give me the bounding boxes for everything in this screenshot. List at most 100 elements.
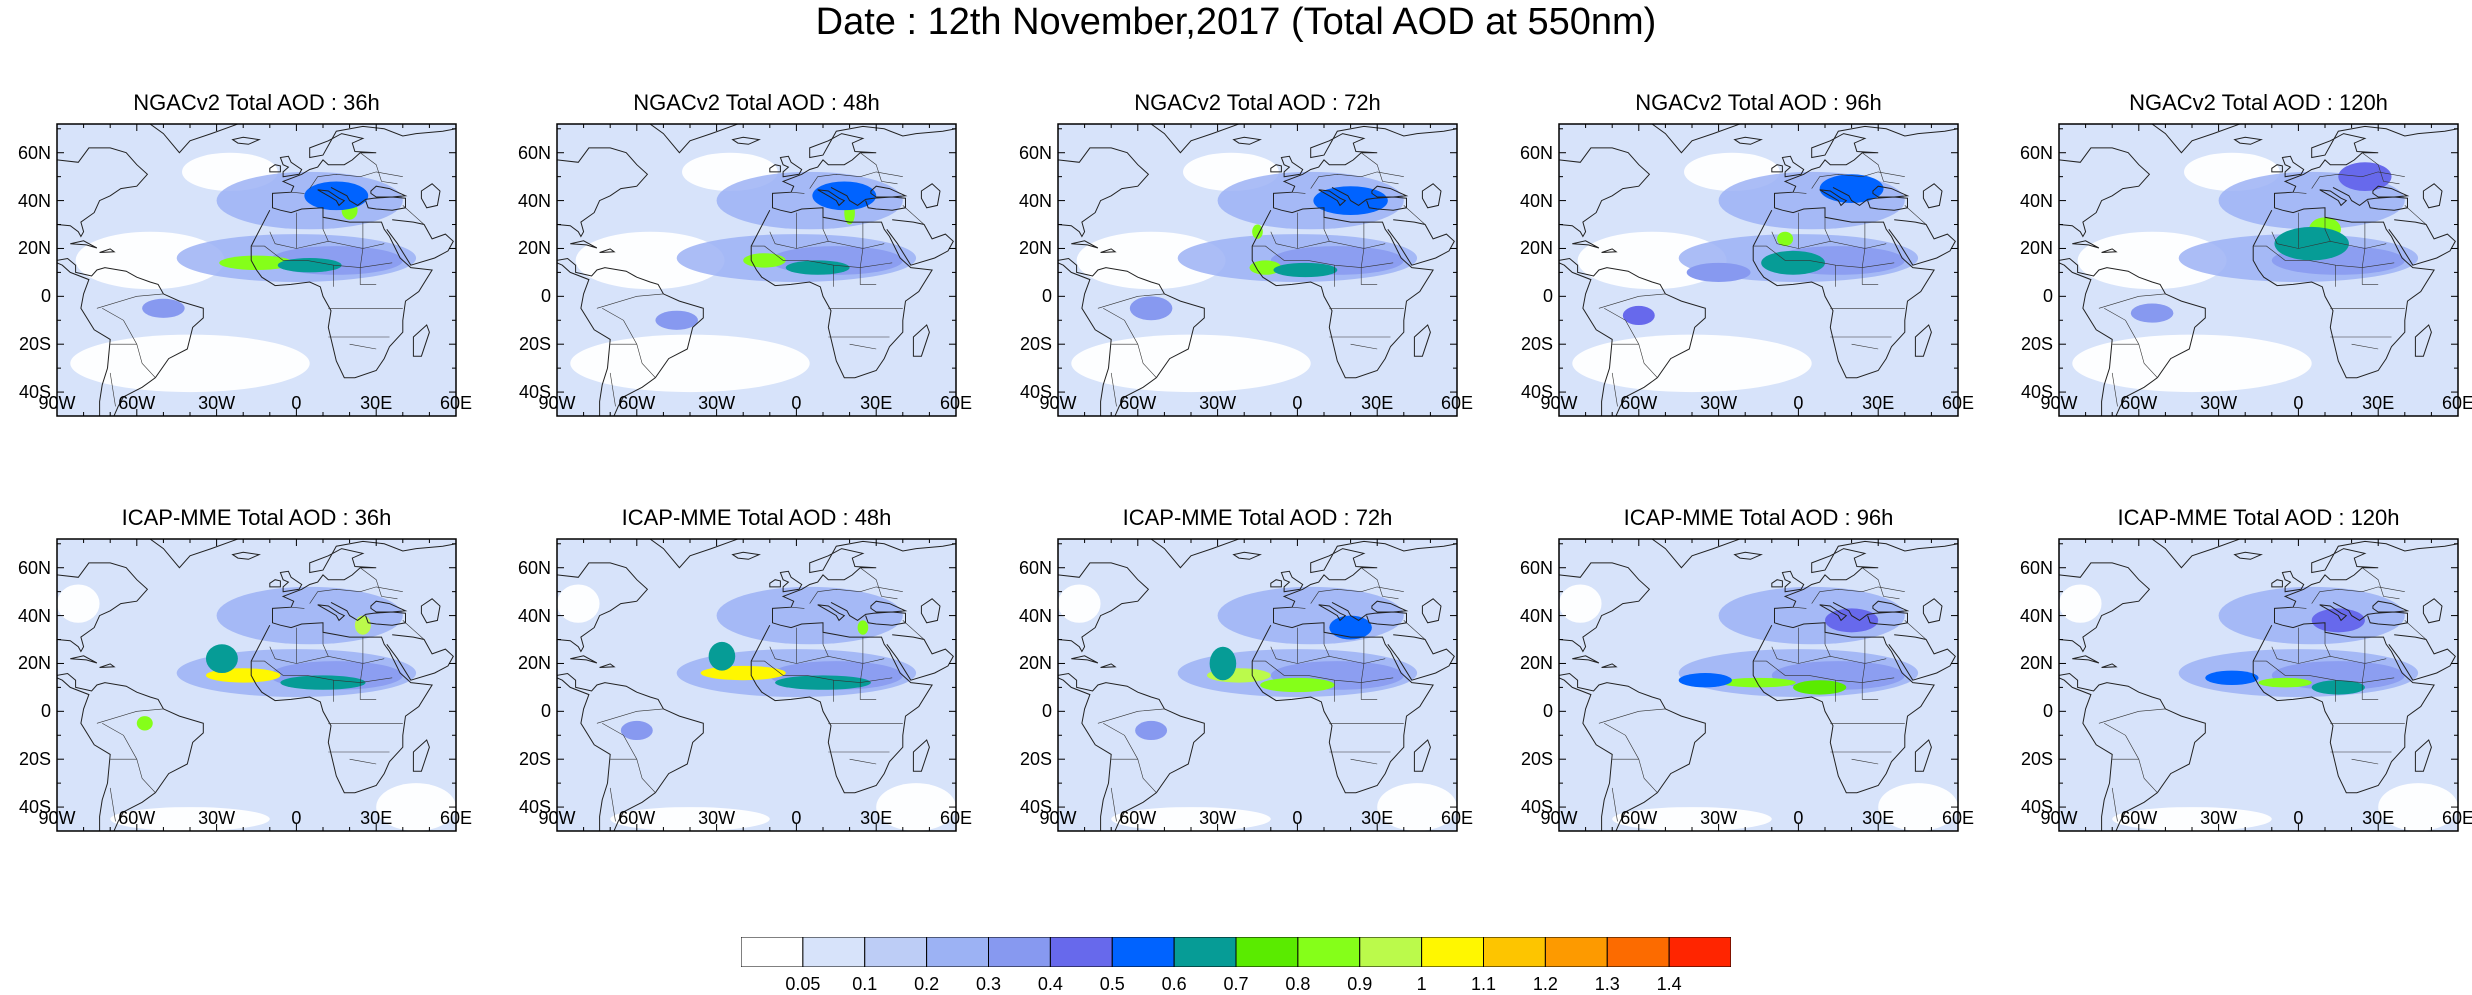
coastline-italy xyxy=(2319,604,2348,622)
coastline-italy xyxy=(817,604,846,622)
y-tick-label: 60N xyxy=(1018,142,1052,163)
coastline-greenland xyxy=(2151,124,2242,154)
country-border xyxy=(269,231,385,249)
country-border xyxy=(769,231,885,249)
country-border xyxy=(2293,606,2307,609)
panel-title: NGACv2 Total AOD : 36h xyxy=(133,90,380,115)
x-tick-label: 60E xyxy=(2441,808,2472,828)
coastline-iceland xyxy=(1733,136,1763,145)
country-border xyxy=(1097,293,1165,309)
x-tick-label: 30W xyxy=(198,808,236,828)
coastline-black-sea xyxy=(1872,600,1910,613)
coastline-cuba xyxy=(570,655,598,664)
country-border xyxy=(1861,637,1866,683)
y-tick-label: 20N xyxy=(17,238,51,259)
y-tick-label: 40S xyxy=(18,382,51,403)
country-border xyxy=(1360,637,1365,683)
colorbar-label: 0.1 xyxy=(852,974,878,994)
x-tick-label: 0 xyxy=(791,393,802,413)
country-border xyxy=(2361,267,2379,285)
country-border xyxy=(1350,343,1378,350)
country-border xyxy=(1110,372,1117,407)
coastline-north-america xyxy=(557,147,649,238)
aod-map xyxy=(2058,538,2459,832)
x-tick-label: 0 xyxy=(1793,393,1804,413)
colorbar-box xyxy=(1111,937,1175,967)
x-tick-label: 30E xyxy=(360,393,393,413)
clean-air-region xyxy=(1612,807,1772,831)
coastline-hispaniola xyxy=(1100,663,1117,668)
country-border xyxy=(110,758,156,793)
aerosol-band xyxy=(1217,171,1404,230)
country-border xyxy=(822,217,829,242)
y-tick-label: 20S xyxy=(1019,334,1052,355)
clean-air-region xyxy=(1058,584,1101,623)
country-border xyxy=(596,293,664,309)
coastline-central-south-america xyxy=(2059,257,2206,416)
coastline-central-south-america xyxy=(1058,672,1205,831)
country-border xyxy=(322,632,329,657)
y-tick-label: 40N xyxy=(517,190,551,211)
country-border xyxy=(1360,222,1365,268)
colorbar-label: 0.9 xyxy=(1347,974,1373,994)
clean-air-region xyxy=(557,584,600,623)
country-border xyxy=(602,308,638,345)
coastline-black-sea xyxy=(370,600,408,613)
colorbar-box xyxy=(1668,937,1731,967)
x-tick-label: 30E xyxy=(2362,393,2395,413)
coastline-ireland xyxy=(2271,579,2283,588)
country-border xyxy=(309,586,403,604)
country-border xyxy=(809,586,903,604)
coastline-arabia xyxy=(386,219,454,266)
y-tick-label: 0 xyxy=(2042,701,2053,722)
aod-plume xyxy=(1819,174,1884,203)
country-border xyxy=(1111,343,1157,378)
x-tick-label: 60W xyxy=(1119,808,1157,828)
country-border xyxy=(1103,723,1139,760)
country-border xyxy=(1110,787,1117,822)
coastline-iceland xyxy=(1232,551,1262,560)
coastline-arabia xyxy=(1387,219,1455,266)
coastline-africa-europe xyxy=(2252,125,2458,379)
aod-plume xyxy=(219,255,294,270)
country-border xyxy=(1851,758,1879,765)
colorbar-box xyxy=(1606,937,1670,967)
coastline-italy xyxy=(817,189,846,207)
x-tick-label: 0 xyxy=(2293,808,2304,828)
map-frame xyxy=(56,538,457,832)
country-border xyxy=(1793,606,1807,609)
country-border xyxy=(859,267,877,285)
y-tick-label: 60N xyxy=(2019,142,2053,163)
country-border xyxy=(322,217,329,242)
clean-air-region xyxy=(1377,783,1457,831)
coastline-madagascar xyxy=(912,739,930,772)
aod-plume xyxy=(2311,608,2365,633)
x-tick-label: 0 xyxy=(291,808,302,828)
x-tick-label: 60W xyxy=(1620,808,1658,828)
map-panel: ICAP-MME Total AOD : 120h 90W 60W 30W 0 30E 60… xyxy=(2020,503,2472,832)
coastline-britain xyxy=(779,570,803,593)
country-border xyxy=(1771,646,1887,664)
coastline-greenland xyxy=(649,124,740,154)
coastline-greenland xyxy=(149,539,240,569)
colorbar-label: 1.4 xyxy=(1656,974,1682,994)
country-border xyxy=(309,171,403,189)
aod-map xyxy=(1057,538,1458,832)
coastline-hispaniola xyxy=(2101,663,2118,668)
aod-map xyxy=(556,538,957,832)
x-tick-label: 0 xyxy=(291,393,302,413)
coastline-italy xyxy=(1819,189,1848,207)
aerosol-band xyxy=(716,171,903,230)
coastline-central-south-america xyxy=(557,257,704,416)
country-border xyxy=(2271,646,2387,664)
country-border xyxy=(109,372,116,407)
coastline-caspian xyxy=(420,598,441,624)
x-tick-label: 30E xyxy=(860,808,893,828)
y-tick-label: 20S xyxy=(518,334,551,355)
x-tick-label: 30W xyxy=(1199,393,1237,413)
country-border xyxy=(2311,171,2405,189)
x-tick-label: 60E xyxy=(1941,393,1975,413)
y-tick-label: 20N xyxy=(2019,238,2053,259)
clean-air-region xyxy=(876,783,956,831)
coastline-africa-europe xyxy=(750,540,956,794)
